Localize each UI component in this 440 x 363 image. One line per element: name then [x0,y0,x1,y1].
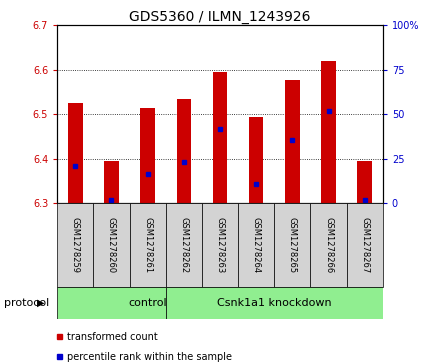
Bar [104,161,119,203]
Text: percentile rank within the sample: percentile rank within the sample [67,352,232,362]
Bar [321,61,336,203]
Text: Csnk1a1 knockdown: Csnk1a1 knockdown [217,298,332,308]
Bar [285,79,300,203]
Bar [357,161,372,203]
Text: control: control [128,298,167,308]
Text: GSM1278263: GSM1278263 [216,217,224,273]
Text: GSM1278260: GSM1278260 [107,217,116,273]
Text: GSM1278259: GSM1278259 [71,217,80,273]
Bar [202,203,238,287]
Bar [274,203,311,287]
Bar [213,72,227,203]
Bar [176,99,191,203]
Bar [166,287,383,319]
Text: GSM1278266: GSM1278266 [324,217,333,273]
Text: transformed count: transformed count [67,332,158,342]
Text: GSM1278264: GSM1278264 [252,217,260,273]
Bar [166,203,202,287]
Text: GSM1278262: GSM1278262 [180,217,188,273]
Bar [57,203,93,287]
Bar [68,103,83,203]
Text: GSM1278261: GSM1278261 [143,217,152,273]
Text: GSM1278267: GSM1278267 [360,217,369,273]
Text: protocol: protocol [4,298,50,308]
Text: ▶: ▶ [37,298,45,308]
Bar [249,117,264,203]
Bar [238,203,274,287]
Title: GDS5360 / ILMN_1243926: GDS5360 / ILMN_1243926 [129,11,311,24]
Text: GSM1278265: GSM1278265 [288,217,297,273]
Bar [129,203,166,287]
Bar [311,203,347,287]
Bar [140,108,155,203]
Bar [347,203,383,287]
Bar [93,203,129,287]
Bar [57,287,166,319]
